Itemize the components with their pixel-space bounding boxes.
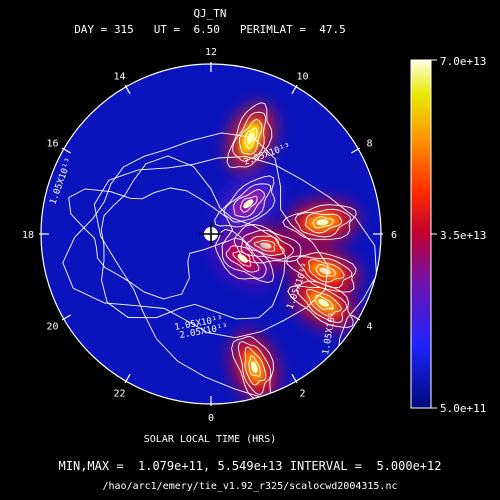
contour-line-17 bbox=[244, 346, 267, 386]
ut-value: 6.50 bbox=[193, 23, 220, 36]
contour-line-26 bbox=[221, 237, 267, 279]
tick-mark-10 bbox=[291, 84, 298, 95]
max-value: 5.549e+13 bbox=[217, 459, 283, 473]
contour-line-31 bbox=[214, 175, 276, 228]
contour-line-11 bbox=[286, 252, 357, 293]
perimlat-label: PERIMLAT bbox=[239, 23, 293, 36]
contour-line-25 bbox=[225, 245, 260, 273]
colorbar-min-label: 5.0e+11 bbox=[440, 402, 487, 415]
contour-line-15 bbox=[287, 280, 354, 328]
pole-marker bbox=[199, 222, 223, 246]
contour-line-1 bbox=[238, 119, 263, 155]
colorbar-max-label: 7.0e+13 bbox=[440, 55, 487, 68]
tick-mark-20 bbox=[61, 314, 72, 321]
contour-line-33 bbox=[100, 155, 286, 320]
tick-mark-8 bbox=[350, 147, 361, 154]
tick-label-22: 22 bbox=[113, 388, 125, 399]
perimlat-value: 47.5 bbox=[319, 23, 346, 36]
contour-line-21 bbox=[245, 235, 285, 256]
contour-line-29 bbox=[233, 189, 265, 218]
contour-line-24 bbox=[232, 251, 252, 267]
x-axis-label: SOLAR LOCAL TIME (HRS) bbox=[143, 434, 277, 445]
interval-label: INTERVAL = bbox=[289, 459, 362, 473]
tick-label-2: 2 bbox=[299, 388, 305, 399]
contour-line-16 bbox=[248, 355, 261, 377]
contour-line-13 bbox=[306, 288, 342, 317]
contour-line-5 bbox=[305, 213, 342, 234]
tick-label-16: 16 bbox=[46, 139, 58, 150]
tick-label-10: 10 bbox=[296, 72, 308, 83]
colorbar bbox=[410, 59, 432, 409]
tick-label-20: 20 bbox=[46, 322, 58, 333]
contour-line-34 bbox=[68, 187, 234, 300]
contour-line-4 bbox=[312, 216, 334, 229]
tick-mark-2 bbox=[291, 373, 298, 384]
contour-line-2 bbox=[232, 111, 267, 162]
ut-label: UT bbox=[153, 23, 167, 36]
chart-subtitle: DAY = 315 UT = 6.50 PERIMLAT = 47.5 bbox=[74, 23, 346, 36]
tick-label-14: 14 bbox=[113, 72, 125, 83]
tick-label-0: 0 bbox=[208, 413, 214, 424]
contour-line-28 bbox=[239, 195, 258, 213]
contour-line-8 bbox=[315, 264, 336, 277]
contour-lines bbox=[62, 102, 377, 403]
min-value: 1.079e+11 bbox=[138, 459, 204, 473]
tick-label-12: 12 bbox=[205, 47, 217, 58]
interval-value: 5.000e+12 bbox=[376, 459, 442, 473]
tick-label-6: 6 bbox=[391, 230, 397, 241]
hotspot-7 bbox=[219, 177, 278, 231]
contour-line-3 bbox=[226, 102, 273, 168]
local-time-ticks bbox=[39, 62, 383, 406]
tick-label-18: 18 bbox=[22, 230, 34, 241]
hotspot-layer bbox=[213, 105, 359, 401]
contour-line-19 bbox=[231, 335, 274, 403]
contour-line-7 bbox=[282, 204, 357, 240]
contour-line-0 bbox=[244, 127, 258, 150]
contour-line-6 bbox=[294, 208, 351, 238]
tick-label-8: 8 bbox=[366, 139, 372, 150]
contour-line-18 bbox=[237, 341, 272, 396]
contour-line-32 bbox=[62, 132, 329, 339]
local-time-tick-labels: 0 2 4 6 8 10 12 14 16 18 20 22 bbox=[22, 47, 397, 424]
colorbar-mid-label: 3.5e+13 bbox=[440, 229, 487, 242]
contour-line-30 bbox=[223, 183, 272, 223]
tick-mark-22 bbox=[124, 373, 131, 384]
contour-line-9 bbox=[308, 259, 345, 283]
source-path: /hao/arc1/emery/tie_v1.92_r325/scalocwd2… bbox=[102, 481, 398, 492]
tick-label-4: 4 bbox=[366, 322, 372, 333]
day-value: 315 bbox=[113, 23, 134, 36]
minmax-label: MIN,MAX = bbox=[58, 459, 124, 473]
tick-mark-4 bbox=[350, 314, 361, 321]
tick-mark-16 bbox=[61, 147, 72, 154]
contour-line-27 bbox=[214, 228, 275, 283]
day-label: DAY bbox=[74, 23, 95, 36]
contour-line-35 bbox=[93, 156, 377, 402]
stats-line: MIN,MAX = 1.079e+11, 5.549e+13 INTERVAL … bbox=[58, 459, 442, 473]
chart-title: QJ_TN bbox=[193, 7, 227, 20]
contour-line-14 bbox=[295, 285, 348, 324]
tick-mark-14 bbox=[124, 84, 131, 95]
contour-line-10 bbox=[297, 256, 353, 289]
contour-line-20 bbox=[253, 240, 276, 252]
